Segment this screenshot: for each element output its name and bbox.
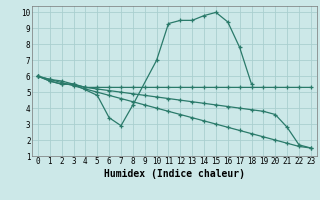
X-axis label: Humidex (Indice chaleur): Humidex (Indice chaleur) [104, 169, 245, 179]
